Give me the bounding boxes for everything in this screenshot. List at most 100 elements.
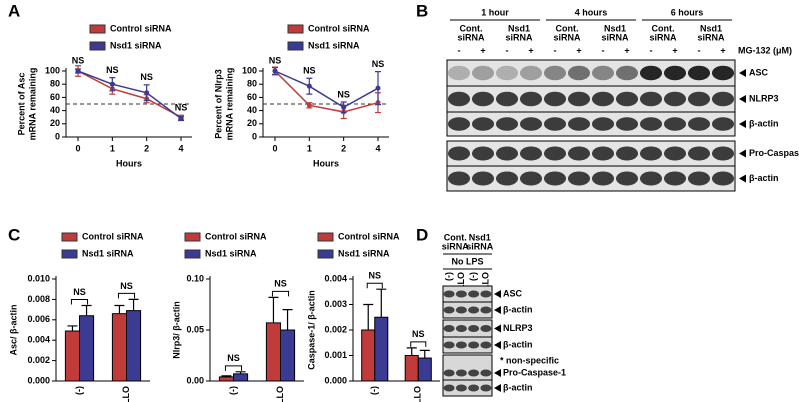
data-point [341, 104, 347, 110]
annotation: NS [72, 55, 85, 65]
y-axis-label: Asc/ β-actin [8, 304, 18, 355]
error-bar [81, 304, 92, 316]
band [591, 65, 615, 81]
row-label: β-actin [749, 173, 779, 183]
arrowhead [494, 306, 501, 314]
error-bar [363, 303, 374, 330]
treatment-sign: + [720, 45, 725, 55]
panel-label: D [416, 225, 428, 244]
group-label: siRNA [457, 32, 485, 42]
band [468, 325, 480, 332]
band [567, 65, 591, 81]
panel-label: A [8, 1, 20, 20]
group-label: siRNA [553, 32, 581, 42]
band [468, 369, 480, 377]
y-tick-label: 100 [242, 65, 257, 75]
band [543, 65, 567, 81]
blot-strip [442, 379, 493, 397]
y-tick-label: 80 [50, 79, 60, 89]
band [447, 146, 471, 161]
lane-label: LLO [480, 272, 490, 290]
y-tick-label: 0.000 [324, 375, 347, 385]
band [447, 65, 471, 81]
series-line [77, 70, 182, 120]
x-tick-label: LLO [121, 386, 131, 402]
arrowhead [739, 95, 746, 103]
bracket [271, 290, 290, 297]
band [663, 117, 687, 131]
arrowhead [494, 290, 501, 298]
treatment-sign: - [650, 45, 653, 55]
band [480, 384, 492, 392]
x-tick-label: LLO [413, 386, 423, 402]
band [519, 91, 543, 107]
band [443, 341, 455, 349]
blot-strip [442, 301, 493, 319]
band [519, 117, 543, 131]
band [615, 171, 639, 186]
blot-strip [442, 336, 493, 354]
legend-label: Control siRNA [82, 231, 144, 241]
y-tick-label: 0 [252, 131, 257, 141]
group-label: siRNA [649, 32, 677, 42]
group-label: Nsd1 [604, 23, 626, 33]
x-tick-label: 0 [75, 143, 80, 153]
series-line [77, 70, 182, 118]
data-point [306, 83, 312, 89]
legend-swatch [89, 41, 106, 51]
bar [404, 355, 419, 382]
bracket [410, 341, 427, 347]
group-label: siRNA [466, 241, 494, 251]
band [480, 369, 492, 377]
band [455, 306, 467, 314]
x-tick-label: (-) [228, 386, 238, 395]
blot-strip [446, 85, 736, 113]
band [455, 384, 467, 392]
band [468, 384, 480, 392]
band [443, 290, 455, 298]
y-tick-label: 0.004 [324, 273, 347, 283]
data-point [75, 68, 81, 74]
treatment-sign: - [506, 45, 509, 55]
legend-label: Nsd1 siRNA [338, 248, 390, 258]
band [591, 171, 615, 186]
y-tick-label: 0.006 [27, 314, 50, 324]
row-label: ASC [503, 288, 523, 298]
panel-label: B [416, 1, 428, 20]
band [471, 171, 495, 186]
treatment-sign: - [698, 45, 701, 55]
band [711, 91, 735, 107]
row-label: Pro-Caspase-1 [749, 148, 799, 158]
band [543, 171, 567, 186]
treatment-sign: - [554, 45, 557, 55]
arrowhead [739, 69, 746, 77]
band [468, 306, 480, 314]
y-tick-label: 0.002 [27, 355, 50, 365]
band [615, 91, 639, 107]
timepoint-label: 6 hours [671, 7, 704, 17]
data-point [109, 81, 115, 87]
arrowhead [494, 384, 501, 392]
band [711, 146, 735, 161]
timepoint-label: 1 hour [481, 7, 509, 17]
band [480, 341, 492, 349]
data-point [178, 116, 184, 122]
y-axis-label: mRNA remaining [27, 68, 37, 141]
row-label: NLRP3 [749, 93, 779, 103]
bar [111, 313, 128, 382]
y-tick-label: 0.010 [27, 273, 50, 283]
band [663, 171, 687, 186]
group-label: Cont. [460, 23, 483, 33]
blot-strip [446, 111, 736, 137]
treatment-sign: + [480, 45, 485, 55]
y-tick-label: 20 [247, 118, 257, 128]
bracket [366, 282, 383, 289]
treatment-sign: + [528, 45, 533, 55]
blot-strip [446, 165, 736, 192]
band [519, 146, 543, 161]
arrowhead [739, 149, 746, 158]
y-tick-label: 40 [247, 105, 257, 115]
panel-label: C [8, 225, 20, 244]
bracket [224, 365, 243, 371]
band [543, 146, 567, 161]
